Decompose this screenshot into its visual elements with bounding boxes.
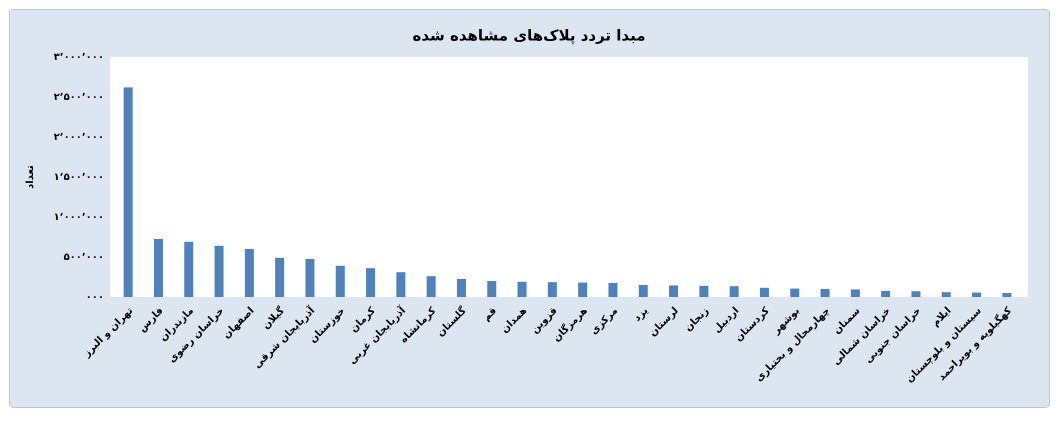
- bar: [850, 289, 860, 297]
- bar: [244, 249, 254, 297]
- bar: [153, 239, 163, 297]
- bar: [123, 87, 133, 298]
- bar: [941, 292, 951, 297]
- y-tick-label: ۲٬۵۰۰٬۰۰۰: [54, 92, 104, 103]
- bar: [578, 282, 588, 297]
- bar: [517, 281, 527, 297]
- bar: [669, 285, 679, 297]
- bar: [1002, 293, 1012, 297]
- chart-title: مبدا تردد پلاک‌های مشاهده شده: [413, 27, 646, 46]
- bar: [214, 245, 224, 297]
- bar: [729, 286, 739, 297]
- y-axis-label: تعداد: [25, 165, 36, 189]
- bar: [790, 288, 800, 297]
- bar: [759, 287, 769, 297]
- bar: [366, 268, 376, 297]
- bar: [608, 283, 618, 297]
- bar: [638, 285, 648, 297]
- bar: [426, 276, 436, 297]
- bar: [547, 282, 557, 297]
- bar: [456, 279, 466, 297]
- bar: [911, 291, 921, 297]
- bar: [820, 289, 830, 297]
- bar: [184, 241, 194, 297]
- plot-area: [110, 57, 1028, 297]
- y-tick-label: ۱٬۵۰۰٬۰۰۰: [54, 172, 104, 183]
- bar: [335, 265, 345, 297]
- bar: [972, 292, 982, 297]
- bar: [305, 259, 315, 297]
- bar: [487, 281, 497, 297]
- y-tick-label: ۳٬۰۰۰٬۰۰۰: [54, 52, 104, 63]
- y-tick-label: ۱٬۰۰۰٬۰۰۰: [54, 212, 104, 223]
- y-tick-label: ۲٬۰۰۰٬۰۰۰: [54, 132, 104, 143]
- bar: [699, 285, 709, 297]
- y-tick-label: ۵۰۰٬۰۰۰: [64, 252, 104, 263]
- bar: [396, 272, 406, 297]
- y-tick-label: ۰۰۰: [86, 292, 104, 303]
- bar: [881, 291, 891, 297]
- bar: [275, 257, 285, 297]
